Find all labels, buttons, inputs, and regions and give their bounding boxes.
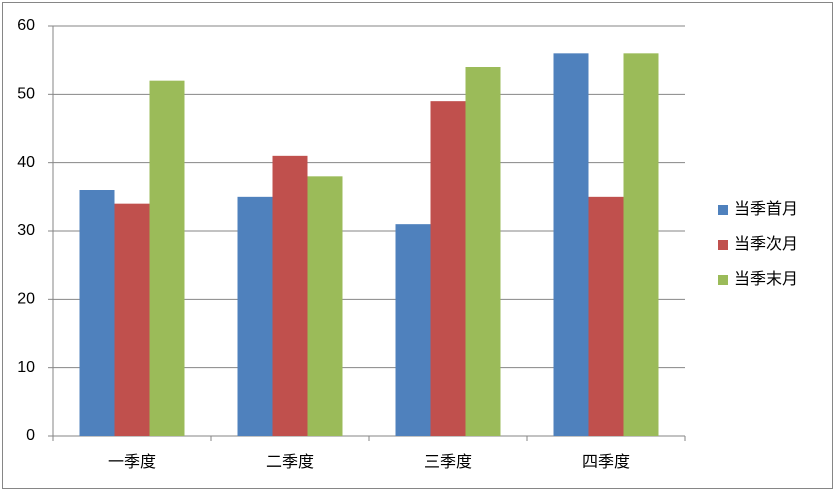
legend-swatch bbox=[718, 205, 728, 215]
legend-label: 当季次月 bbox=[734, 235, 798, 253]
y-tick-label: 30 bbox=[17, 222, 35, 239]
bar bbox=[395, 224, 431, 436]
bar bbox=[623, 53, 659, 436]
bar bbox=[79, 190, 115, 436]
bar bbox=[553, 53, 589, 436]
bar bbox=[588, 196, 624, 436]
y-tick-label: 10 bbox=[17, 359, 35, 376]
bar bbox=[465, 67, 501, 436]
bar bbox=[237, 196, 273, 436]
y-tick-label: 60 bbox=[17, 17, 35, 34]
x-tick-label: 三季度 bbox=[424, 453, 472, 471]
y-tick-label: 0 bbox=[26, 427, 35, 444]
legend-label: 当季首月 bbox=[734, 200, 798, 218]
bar bbox=[149, 80, 185, 437]
y-tick-label: 50 bbox=[17, 86, 35, 103]
x-tick-label: 四季度 bbox=[582, 453, 630, 471]
x-tick-label: 二季度 bbox=[266, 453, 314, 471]
bar bbox=[272, 155, 308, 437]
bar bbox=[114, 203, 150, 436]
legend-label: 当季末月 bbox=[734, 270, 798, 288]
legend-swatch bbox=[718, 240, 728, 250]
y-tick-label: 20 bbox=[17, 291, 35, 308]
bar bbox=[307, 176, 343, 437]
bar bbox=[430, 101, 466, 437]
x-tick-label: 一季度 bbox=[108, 453, 156, 471]
legend-swatch bbox=[718, 275, 728, 285]
y-tick-label: 40 bbox=[17, 154, 35, 171]
